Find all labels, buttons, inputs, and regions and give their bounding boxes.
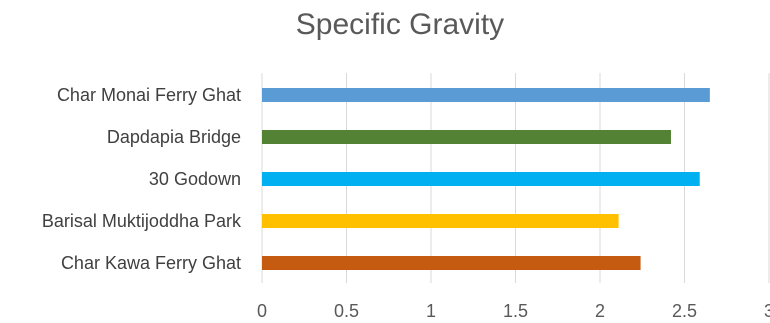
bar — [262, 130, 671, 144]
bar — [262, 88, 710, 102]
bar — [262, 172, 700, 186]
x-tick-label: 1 — [426, 301, 436, 321]
bar — [262, 256, 641, 270]
chart-title: Specific Gravity — [296, 8, 504, 41]
category-label: Char Kawa Ferry Ghat — [61, 253, 241, 273]
x-axis-tick-labels: 0 0.5 1 1.5 2 2.5 3 — [257, 301, 770, 321]
category-label: Dapdapia Bridge — [107, 127, 241, 147]
bar — [262, 214, 619, 228]
category-labels: Char Monai Ferry Ghat Dapdapia Bridge 30 G… — [42, 85, 242, 273]
x-tick-label: 3 — [764, 301, 770, 321]
x-tick-label: 2 — [595, 301, 605, 321]
x-tick-label: 2.5 — [672, 301, 697, 321]
category-label: 30 Godown — [149, 169, 241, 189]
x-tick-label: 0.5 — [334, 301, 359, 321]
bars — [262, 88, 710, 270]
x-tick-label: 0 — [257, 301, 267, 321]
x-tick-label: 1.5 — [503, 301, 528, 321]
category-label: Barisal Muktijoddha Park — [42, 211, 242, 231]
category-label: Char Monai Ferry Ghat — [57, 85, 241, 105]
